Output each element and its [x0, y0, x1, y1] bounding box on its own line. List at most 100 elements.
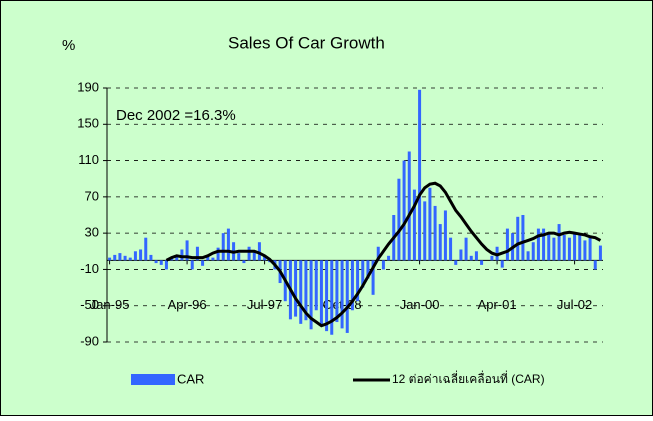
bar [242, 260, 246, 264]
bar [593, 260, 597, 270]
bar [407, 151, 411, 261]
bar [438, 224, 442, 261]
bar [325, 260, 329, 332]
bar [505, 228, 509, 261]
legend-label: 12 ต่อค่าเฉลี่ยเคลื่อนที่ (CAR) [392, 370, 545, 386]
bar [583, 240, 587, 261]
y-tick-label: 190 [77, 79, 99, 94]
x-tick-label: Jul-02 [557, 297, 592, 312]
y-tick-label: -50 [80, 297, 99, 312]
bar [443, 210, 447, 261]
bar [263, 255, 267, 261]
bar [469, 255, 473, 261]
bar [180, 249, 184, 261]
bar [237, 253, 241, 261]
bar [464, 237, 468, 261]
bar [206, 255, 210, 261]
y-tick-label: -10 [80, 261, 99, 276]
bar [257, 242, 261, 261]
bar [397, 178, 401, 261]
line [165, 181, 602, 328]
bar [542, 228, 546, 261]
bar [309, 260, 313, 330]
bar [500, 260, 504, 268]
bar [361, 260, 365, 288]
chart-title: Sales Of Car Growth [228, 33, 385, 52]
bar [201, 260, 205, 266]
x-tick-label: Jan-95 [90, 297, 130, 312]
bar [216, 247, 220, 261]
bar [516, 216, 520, 261]
bar [154, 260, 158, 264]
bar [175, 255, 179, 261]
bar [304, 260, 308, 321]
bar [299, 260, 303, 324]
bar [423, 201, 427, 261]
bar [159, 260, 163, 265]
bar [330, 260, 334, 335]
bar [557, 224, 561, 261]
bar [345, 260, 349, 333]
bar [578, 233, 582, 261]
bar [552, 237, 556, 261]
bar [211, 257, 215, 261]
bar [185, 240, 189, 261]
bar [412, 189, 416, 261]
bar [113, 254, 117, 261]
bar [459, 249, 463, 261]
y-tick-label: -90 [80, 333, 99, 348]
bar [573, 233, 577, 261]
bar [480, 260, 484, 265]
y-tick-label: 150 [77, 116, 99, 131]
y-axis-label: % [62, 37, 75, 54]
bar [133, 251, 137, 261]
bar [190, 260, 194, 270]
bar [433, 205, 437, 261]
bar [521, 215, 525, 261]
bar [128, 257, 132, 261]
bar [449, 237, 453, 261]
bar [588, 237, 592, 261]
bar [567, 237, 571, 261]
y-tick-label: 110 [78, 152, 99, 167]
bar [531, 242, 535, 261]
bar [536, 228, 540, 261]
bar [319, 260, 323, 326]
bar [247, 246, 251, 261]
bar [221, 233, 225, 261]
bar [376, 246, 380, 261]
bar [366, 260, 370, 279]
bar [562, 234, 566, 261]
legend-swatch [131, 374, 175, 385]
bar [474, 251, 478, 261]
bar [144, 237, 148, 261]
bar [418, 89, 422, 261]
bar [108, 257, 112, 261]
bar [350, 260, 354, 311]
bar [252, 251, 256, 261]
bar [149, 254, 153, 261]
bar [428, 187, 432, 261]
x-tick-label: Jul-97 [247, 297, 282, 312]
bar [387, 255, 391, 261]
legend-label: CAR [177, 371, 204, 386]
x-tick-label: Apr-01 [478, 297, 517, 312]
bar [371, 260, 375, 295]
bar [314, 260, 318, 311]
bar [294, 260, 298, 317]
bar [123, 255, 127, 261]
bar [335, 260, 339, 323]
bar [170, 258, 174, 261]
bar [118, 253, 122, 261]
y-tick-label: 30 [85, 225, 99, 240]
y-tick-label: 70 [85, 188, 99, 203]
annotation: Dec 2002 =16.3% [116, 107, 236, 124]
bar [340, 260, 344, 329]
bar [139, 249, 143, 261]
bar [490, 255, 494, 261]
bar [164, 260, 168, 270]
bar [226, 228, 230, 261]
